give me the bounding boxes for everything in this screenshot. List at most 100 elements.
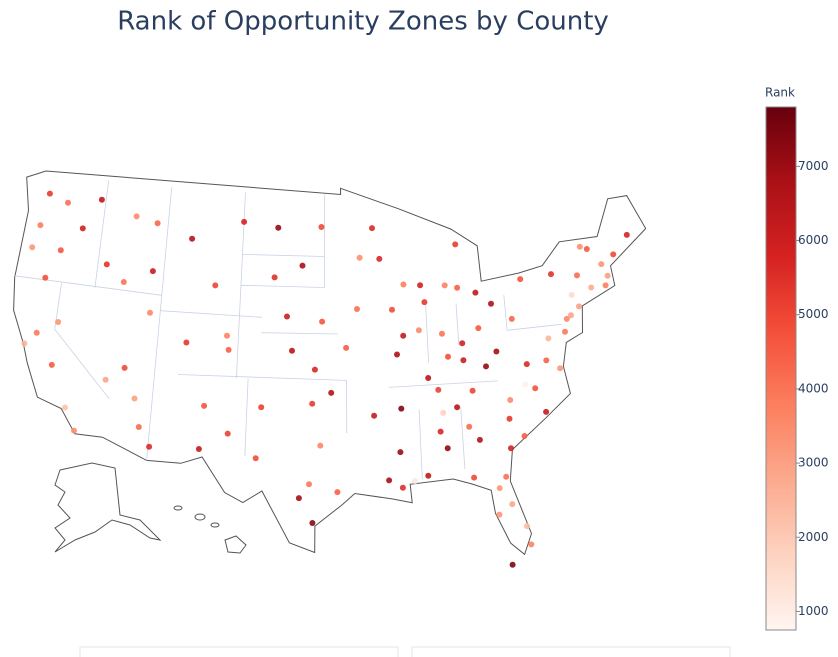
county-point <box>29 244 36 251</box>
inset-alaska <box>54 462 162 553</box>
county-point <box>189 235 196 242</box>
county-point <box>399 484 406 491</box>
county-point <box>389 306 395 313</box>
county-point <box>334 489 341 496</box>
country-outline <box>13 170 647 556</box>
state-line <box>503 294 562 331</box>
county-point <box>295 495 302 502</box>
county-point <box>102 376 109 383</box>
county-point <box>309 400 316 407</box>
state-line <box>14 275 162 296</box>
county-point <box>509 501 516 508</box>
county-point <box>356 254 363 261</box>
county-point <box>275 224 282 231</box>
county-point <box>528 541 535 548</box>
county-point <box>55 319 62 325</box>
inset-hawaii <box>173 505 247 554</box>
county-point <box>496 511 503 518</box>
county-point <box>201 402 208 409</box>
county-point <box>507 397 514 403</box>
county-point <box>319 318 326 325</box>
county-point <box>444 445 451 452</box>
county-point <box>475 325 482 332</box>
county-point <box>21 340 28 347</box>
county-point <box>299 262 306 269</box>
county-point <box>563 315 570 322</box>
county-point <box>289 347 295 354</box>
county-point <box>195 446 202 452</box>
county-point <box>146 443 153 450</box>
county-point <box>412 478 418 484</box>
county-point <box>154 220 161 227</box>
county-point <box>435 386 442 393</box>
colorbar-tick-label: 2000 <box>798 530 829 544</box>
county-point <box>517 276 524 283</box>
county-point <box>224 430 231 437</box>
colorbar <box>765 106 797 631</box>
county-point <box>354 306 360 312</box>
county-point <box>71 427 77 434</box>
panel <box>79 646 399 657</box>
county-point <box>147 309 153 316</box>
county-point <box>224 332 230 339</box>
state-line <box>418 409 423 480</box>
county-point <box>400 332 407 339</box>
county-point <box>394 351 400 358</box>
county-point <box>318 224 325 230</box>
county-point <box>583 246 590 252</box>
county-point <box>57 247 64 254</box>
county-point <box>306 481 312 488</box>
county-point <box>503 473 510 480</box>
panel <box>411 646 731 657</box>
county-point <box>62 404 68 411</box>
county-point <box>46 190 53 197</box>
county-point <box>452 241 459 248</box>
county-point <box>509 561 516 568</box>
state-line <box>160 310 263 318</box>
county-point <box>543 357 550 364</box>
state-line <box>146 187 173 461</box>
county-point <box>149 268 156 275</box>
county-point <box>440 409 447 416</box>
county-point <box>460 357 467 364</box>
county-point <box>454 404 461 411</box>
county-point <box>98 196 105 203</box>
state-line <box>244 378 249 457</box>
county-point <box>133 213 140 220</box>
county-point <box>506 415 513 422</box>
state-line <box>455 303 460 346</box>
county-point <box>459 340 466 347</box>
county-point <box>488 300 494 307</box>
county-point <box>42 274 49 281</box>
county-point <box>508 445 514 452</box>
county-point <box>471 474 478 481</box>
county-point <box>421 299 428 306</box>
state-line <box>177 374 347 381</box>
county-point <box>522 381 529 388</box>
map <box>13 170 647 556</box>
county-point <box>135 424 142 430</box>
county-point <box>568 312 574 319</box>
chart-title: Rank of Opportunity Zones by County <box>117 7 609 37</box>
county-point <box>576 303 582 310</box>
state-line <box>240 284 325 288</box>
county-point <box>562 328 568 335</box>
colorbar-tick-label: 7000 <box>798 159 829 173</box>
county-point <box>466 423 473 430</box>
county-point <box>610 251 617 258</box>
county-point <box>284 313 290 320</box>
county-point <box>400 281 407 288</box>
county-point <box>103 261 110 268</box>
county-point <box>604 272 611 279</box>
county-point <box>271 274 278 281</box>
state-line <box>261 332 339 335</box>
colorbar-tick-label: 6000 <box>798 233 829 247</box>
county-point <box>472 289 479 296</box>
county-point <box>574 272 580 279</box>
county-point <box>258 404 265 411</box>
county-point <box>523 361 530 368</box>
county-point <box>568 291 575 298</box>
county-point <box>476 436 483 443</box>
county-point <box>493 348 500 355</box>
